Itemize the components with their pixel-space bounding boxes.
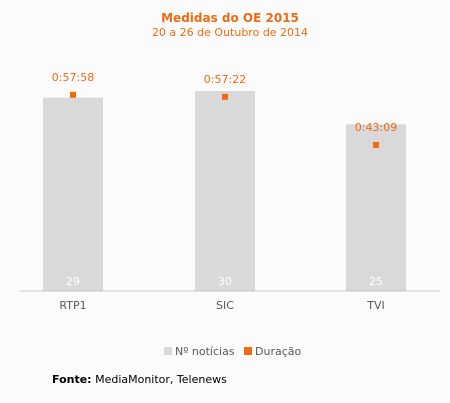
duration-label-tvi: 0:43:09 [355,121,397,134]
category-label-rtp1: RTP1 [59,299,86,312]
category-label-tvi: TVI [366,299,385,312]
legend-swatch-duration [244,347,252,355]
source-text: MediaMonitor, Telenews [95,373,227,386]
legend-label-count: Nº notícias [175,345,235,358]
source-label: Fonte: [52,373,92,386]
chart-title: Medidas do OE 2015 [161,11,299,25]
category-label-sic: SIC [216,299,234,312]
legend: Nº notícias Duração [164,345,301,358]
duration-label-sic: 0:57:22 [204,73,246,86]
source-note: Fonte: MediaMonitor, Telenews [52,373,227,386]
duration-label-rtp1: 0:57:58 [52,71,94,84]
duration-point-tvi [373,141,379,148]
duration-point-sic [222,93,228,100]
plot-area: 29 RTP1 0:57:58 30 SIC 0:57:22 25 TVI 0:43:09 [43,71,406,312]
bar-sic [195,91,255,291]
bar-label-tvi: 25 [369,275,383,288]
legend-label-duration: Duração [255,345,301,358]
duration-point-rtp1 [70,91,76,98]
legend-swatch-count [164,347,172,355]
bar-label-sic: 30 [218,275,232,288]
bar-tvi [346,124,406,291]
bar-rtp1 [43,97,103,292]
bar-label-rtp1: 29 [66,275,80,288]
chart-subtitle: 20 a 26 de Outubro de 2014 [152,26,308,39]
